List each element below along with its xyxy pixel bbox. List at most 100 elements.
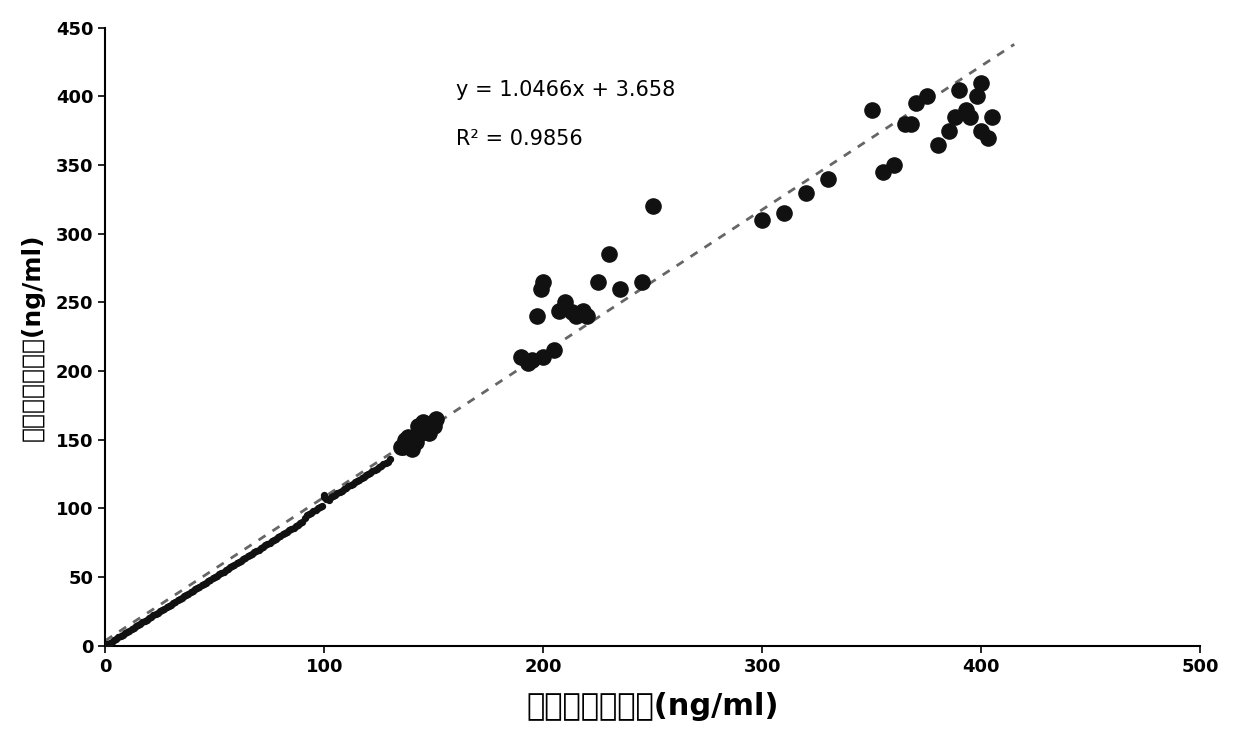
Y-axis label: 实验系统检测値(ng/ml): 实验系统检测値(ng/ml)	[21, 233, 45, 441]
Point	[971, 125, 991, 137]
Point	[216, 564, 236, 576]
Point	[556, 297, 575, 309]
Point	[130, 618, 150, 630]
Point	[982, 111, 1002, 123]
Point	[113, 628, 133, 640]
Point	[259, 536, 279, 548]
Point	[971, 77, 991, 89]
Point	[288, 519, 308, 531]
Point	[939, 125, 959, 137]
Point	[967, 91, 987, 102]
Point	[115, 628, 135, 640]
Point	[419, 427, 439, 439]
Point	[193, 578, 213, 590]
Point	[107, 633, 126, 645]
Point	[164, 597, 184, 609]
Point	[365, 464, 384, 476]
Point	[119, 625, 139, 637]
Point	[577, 310, 596, 322]
Point	[427, 413, 446, 425]
Point	[231, 554, 250, 566]
Point	[642, 200, 662, 212]
Point	[118, 626, 138, 638]
Point	[155, 603, 175, 614]
Point	[301, 507, 321, 519]
Point	[402, 444, 422, 456]
Point	[381, 453, 401, 465]
Point	[299, 508, 319, 520]
Point	[270, 530, 290, 542]
Point	[153, 604, 172, 616]
Point	[156, 601, 176, 613]
Point	[873, 166, 893, 178]
Point	[796, 187, 816, 199]
Point	[167, 594, 187, 606]
Point	[239, 549, 259, 561]
Point	[98, 638, 118, 650]
Point	[407, 436, 427, 448]
Point	[290, 518, 310, 530]
Point	[213, 565, 233, 577]
Point	[424, 420, 444, 432]
Point	[370, 462, 389, 473]
Point	[961, 111, 981, 123]
Point	[422, 417, 441, 429]
Point	[410, 427, 430, 439]
Point	[218, 563, 238, 575]
Point	[255, 539, 275, 551]
Point	[818, 173, 838, 185]
Point	[264, 534, 284, 546]
Point	[174, 591, 193, 603]
Point	[325, 489, 345, 501]
Point	[247, 545, 267, 557]
Point	[358, 468, 378, 480]
Point	[136, 614, 156, 626]
Point	[753, 214, 773, 226]
Point	[527, 310, 547, 322]
Point	[342, 478, 362, 490]
Point	[146, 608, 166, 620]
Point	[172, 591, 192, 603]
Point	[122, 623, 141, 635]
Point	[236, 552, 255, 564]
Point	[293, 516, 312, 528]
Point	[148, 607, 167, 619]
Point	[916, 91, 936, 102]
Point	[324, 490, 343, 502]
Point	[391, 441, 410, 453]
Point	[222, 560, 242, 572]
Point	[413, 416, 433, 428]
Point	[144, 609, 164, 621]
Point	[398, 431, 418, 443]
Point	[202, 573, 222, 585]
Point	[275, 527, 295, 539]
Point	[128, 619, 148, 631]
Point	[281, 523, 301, 535]
Point	[315, 489, 335, 501]
Point	[544, 344, 564, 356]
Point	[227, 557, 247, 569]
Point	[211, 567, 231, 579]
Point	[549, 305, 569, 317]
Point	[774, 207, 794, 219]
Point	[978, 132, 998, 144]
Point	[176, 589, 196, 601]
Point	[190, 581, 210, 593]
Point	[295, 512, 315, 524]
X-axis label: 对照系统检测値(ng/ml): 对照系统检测値(ng/ml)	[527, 692, 779, 721]
Text: R² = 0.9856: R² = 0.9856	[456, 128, 583, 148]
Point	[268, 531, 288, 543]
Point	[588, 276, 608, 288]
Point	[273, 528, 293, 540]
Point	[305, 504, 325, 516]
Point	[161, 599, 181, 611]
Point	[373, 459, 393, 470]
Point	[610, 283, 630, 295]
Point	[277, 526, 296, 538]
Point	[249, 544, 269, 556]
Point	[141, 611, 161, 623]
Point	[258, 538, 278, 550]
Point	[102, 636, 122, 648]
Point	[415, 423, 435, 435]
Point	[159, 600, 179, 612]
